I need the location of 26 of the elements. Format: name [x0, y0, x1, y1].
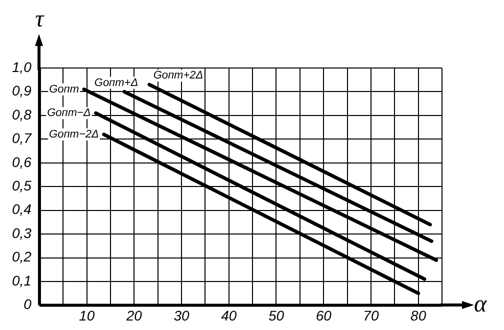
x-tick-label: 20 [125, 307, 142, 324]
y-tick-label: 1,0 [12, 58, 32, 75]
series-label: Gопт+2Δ [153, 70, 204, 82]
y-tick-label: 0,8 [12, 106, 32, 122]
y-tick-label: 0,1 [12, 272, 32, 288]
series-label: Gопт [49, 83, 79, 96]
series-label: Gопт−2Δ [49, 128, 99, 140]
x-tick-label: 30 [174, 307, 190, 324]
y-tick-label: 0,3 [12, 224, 32, 241]
x-tick-label: 70 [363, 307, 379, 324]
y-axis-title: τ [35, 6, 46, 32]
x-axis-title: α [474, 292, 487, 318]
series-label: Gопт−Δ [47, 107, 91, 120]
y-tick-label: 0,4 [12, 201, 32, 218]
y-tick-label: 0,7 [12, 130, 33, 146]
y-tick-label: 0 [24, 296, 32, 312]
y-tick-label: 0,6 [12, 154, 32, 170]
y-tick-label: 0,5 [12, 177, 32, 194]
x-tick-label: 60 [316, 307, 332, 324]
x-tick-label: 10 [79, 307, 95, 324]
x-tick-label: 80 [410, 307, 426, 324]
x-tick-label: 40 [221, 307, 237, 324]
y-tick-label: 0,2 [12, 248, 32, 265]
series-label: Gопт+Δ [94, 76, 138, 89]
x-tick-label: 50 [268, 307, 284, 324]
y-tick-label: 0,9 [12, 82, 32, 99]
